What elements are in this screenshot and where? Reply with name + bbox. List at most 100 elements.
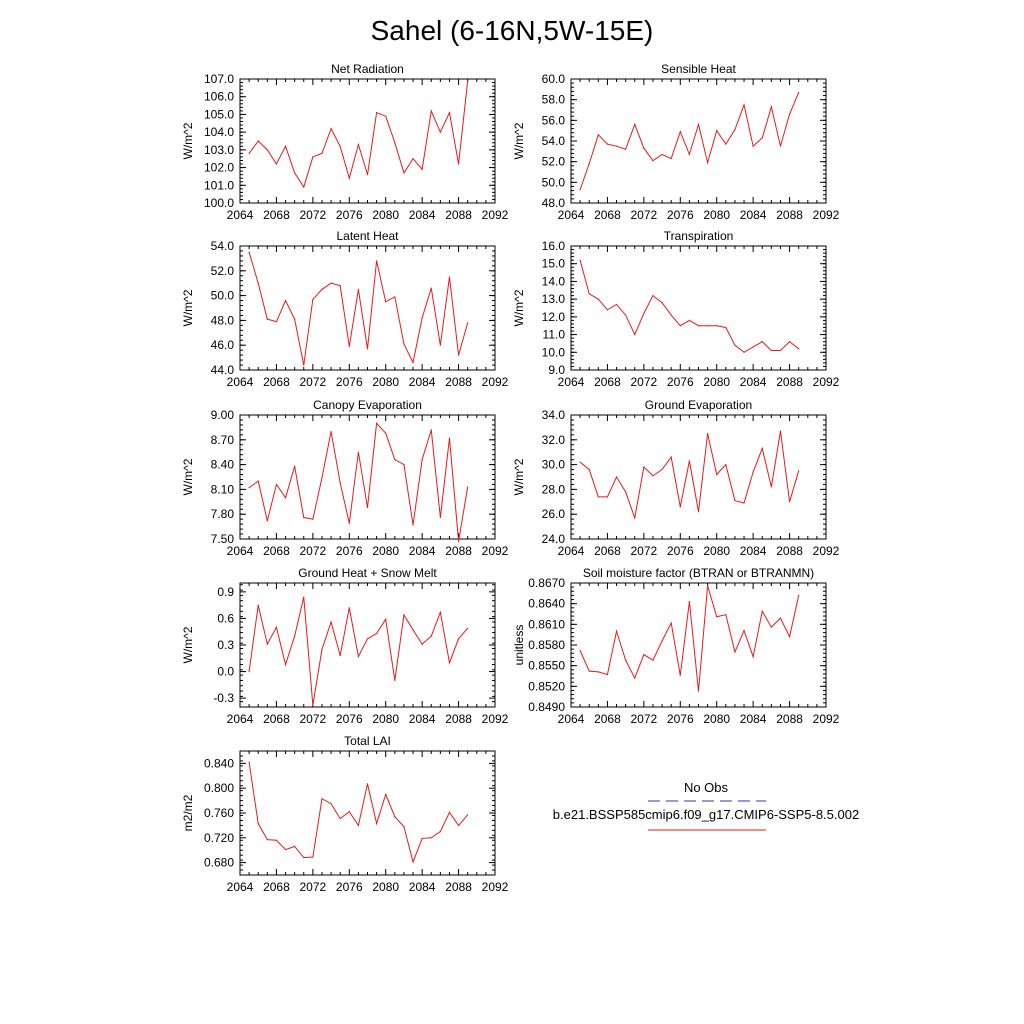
data-point — [366, 783, 369, 785]
x-tick-label: 2076 — [336, 880, 363, 894]
x-tick-label: 2084 — [740, 544, 767, 558]
x-tick-label: 2084 — [740, 208, 767, 222]
y-tick-label: 8.10 — [211, 482, 235, 496]
panel-1: Net Radiation W/m^2 2064 2068 2072 2076 2080 20… — [181, 62, 509, 222]
data-point — [707, 585, 709, 587]
data-point — [339, 145, 341, 147]
y-tick-label: 34.0 — [542, 408, 566, 422]
data-point — [376, 260, 378, 262]
data-point — [321, 477, 323, 479]
x-tick-label: 2092 — [813, 544, 840, 558]
y-tick-label: 101.0 — [204, 178, 234, 192]
data-point — [779, 617, 782, 619]
x-tick-label: 2068 — [263, 208, 290, 222]
data-point — [734, 129, 736, 131]
data-point — [403, 172, 405, 174]
data-point — [248, 487, 250, 489]
y-tick-label: 7.80 — [211, 507, 235, 521]
y-tick-label: 0.8670 — [528, 576, 565, 590]
data-point — [579, 188, 581, 191]
data-point — [634, 677, 636, 679]
panel-8: Soil moisture factor (BTRAN or BTRANMN) u… — [512, 566, 840, 726]
x-tick-label: 2084 — [409, 544, 436, 558]
data-point — [421, 643, 423, 645]
data-point — [330, 282, 332, 284]
x-tick-label: 2064 — [227, 544, 254, 558]
y-tick-label: 50.0 — [542, 175, 566, 189]
data-point — [661, 468, 663, 471]
data-point — [788, 636, 791, 638]
data-point — [403, 614, 405, 616]
plot-frame — [239, 245, 496, 371]
x-tick-label: 2080 — [703, 712, 730, 726]
data-point — [421, 168, 423, 170]
data-point — [688, 601, 690, 603]
series-line — [579, 92, 800, 190]
data-point — [625, 491, 627, 493]
data-point — [652, 295, 654, 297]
data-point — [652, 659, 654, 661]
data-point — [312, 856, 314, 858]
data-point — [385, 432, 387, 434]
data-point — [348, 345, 350, 348]
legend-obs-label: No Obs — [684, 780, 729, 795]
x-tick-label: 2092 — [813, 208, 840, 222]
y-tick-label: 0.8550 — [528, 659, 565, 673]
data-point — [643, 466, 645, 468]
x-tick-label: 2068 — [594, 208, 621, 222]
y-tick-label: 60.0 — [542, 72, 566, 86]
data-point — [448, 811, 451, 813]
legend: No Obs b.e21.BSSP585cmip6.f09_g17.CMIP6-… — [553, 780, 859, 831]
data-point — [770, 626, 772, 628]
x-tick-label: 2092 — [482, 712, 509, 726]
data-point — [376, 112, 378, 114]
data-point — [579, 259, 581, 261]
data-point — [330, 621, 332, 623]
panel-2: Sensible Heat W/m^2 2064 2068 2072 2076 2080 20… — [512, 62, 840, 222]
data-point — [439, 516, 441, 519]
data-point — [716, 473, 718, 476]
data-point — [348, 522, 350, 524]
data-point — [339, 285, 341, 287]
series-line — [248, 252, 469, 366]
panel-title: Latent Heat — [336, 229, 399, 243]
data-point — [439, 831, 441, 833]
data-point — [376, 632, 378, 635]
y-tick-label: 46.0 — [211, 338, 235, 352]
data-point — [588, 293, 590, 295]
series-line — [579, 260, 799, 353]
data-point — [606, 674, 609, 676]
y-axis-label: W/m^2 — [181, 626, 195, 663]
data-point — [348, 811, 350, 813]
x-tick-label: 2072 — [631, 375, 658, 389]
data-point — [779, 145, 782, 147]
y-tick-label: 58.0 — [542, 93, 566, 107]
data-point — [467, 322, 469, 324]
y-tick-label: -0.3 — [213, 691, 234, 705]
data-point — [448, 662, 451, 664]
y-tick-label: 0.8640 — [528, 597, 565, 611]
data-point — [752, 346, 754, 348]
data-point — [761, 447, 763, 450]
data-point — [652, 475, 654, 477]
data-point — [588, 670, 590, 672]
data-point — [303, 596, 305, 598]
y-tick-label: 32.0 — [542, 433, 566, 447]
y-tick-label: 106.0 — [204, 90, 234, 104]
data-point — [597, 496, 599, 498]
data-point — [376, 422, 378, 424]
y-tick-label: 100.0 — [204, 196, 234, 210]
data-point — [303, 516, 305, 519]
data-point — [761, 341, 763, 343]
y-tick-label: 26.0 — [542, 507, 566, 521]
data-point — [312, 704, 314, 706]
data-point — [652, 160, 654, 162]
data-point — [394, 142, 396, 144]
data-point — [634, 517, 636, 519]
x-tick-label: 2092 — [813, 375, 840, 389]
data-point — [770, 349, 772, 352]
y-tick-label: 11.0 — [543, 328, 566, 342]
data-point — [312, 156, 314, 158]
data-point — [266, 839, 268, 841]
